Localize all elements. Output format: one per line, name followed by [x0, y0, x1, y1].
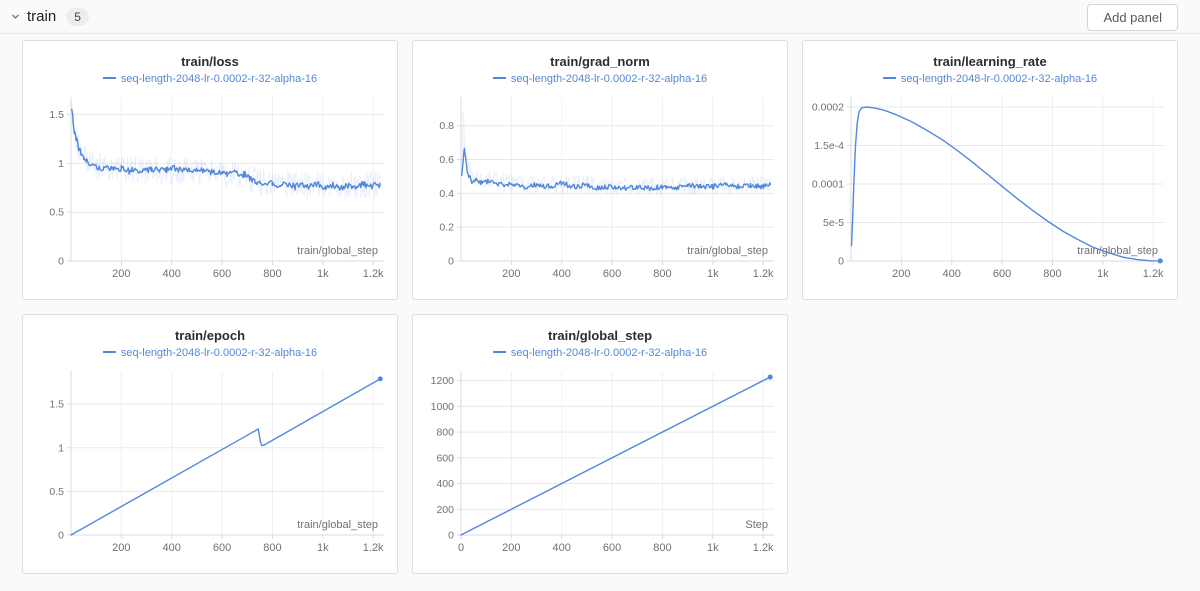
svg-text:0.4: 0.4 [439, 188, 454, 200]
svg-text:400: 400 [943, 268, 961, 280]
svg-text:train/global_step: train/global_step [687, 245, 768, 257]
chart-panel[interactable]: train/loss seq-length-2048-lr-0.0002-r-3… [22, 40, 398, 300]
legend-run-name: seq-length-2048-lr-0.0002-r-32-alpha-16 [120, 347, 318, 359]
line-chart[interactable]: 200 400 600 800 1k 1.2k 0 0.5 1 1.5 train/global_s… [23, 89, 397, 293]
svg-text:800: 800 [263, 542, 281, 554]
svg-text:1k: 1k [1097, 268, 1109, 280]
svg-text:train/global_step: train/global_step [297, 519, 378, 531]
legend-run-name: seq-length-2048-lr-0.0002-r-32-alpha-16 [900, 73, 1098, 85]
svg-text:600: 600 [603, 542, 621, 554]
svg-text:200: 200 [112, 542, 130, 554]
svg-text:400: 400 [163, 542, 181, 554]
svg-text:200: 200 [892, 268, 910, 280]
svg-text:400: 400 [163, 268, 181, 280]
svg-text:600: 600 [213, 268, 231, 280]
svg-text:5e-5: 5e-5 [823, 217, 844, 229]
svg-text:1000: 1000 [431, 401, 455, 413]
chart-title: train/loss [181, 54, 239, 69]
chart-panel[interactable]: train/learning_rate seq-length-2048-lr-0… [802, 40, 1178, 300]
chart-panel[interactable]: train/epoch seq-length-2048-lr-0.0002-r-… [22, 314, 398, 574]
line-chart[interactable]: 0 200 400 600 800 1k 1.2k 0 200 400 600 800 1000 1200… [413, 363, 787, 567]
svg-text:400: 400 [436, 478, 454, 490]
chart-legend[interactable]: seq-length-2048-lr-0.0002-r-32-alpha-16 [23, 347, 397, 363]
svg-text:1k: 1k [707, 268, 719, 280]
legend-run-name: seq-length-2048-lr-0.0002-r-32-alpha-16 [510, 347, 708, 359]
svg-text:200: 200 [502, 542, 520, 554]
panel-count-badge: 5 [66, 7, 89, 26]
svg-text:800: 800 [653, 268, 671, 280]
legend-line-icon [102, 77, 116, 80]
chart-panel[interactable]: train/grad_norm seq-length-2048-lr-0.000… [412, 40, 788, 300]
line-chart[interactable]: 200 400 600 800 1k 1.2k 0 0.2 0.4 0.6 0.8 train/glo… [413, 89, 787, 293]
chart-title: train/epoch [174, 328, 246, 343]
svg-text:0: 0 [58, 530, 64, 542]
svg-text:600: 600 [436, 452, 454, 464]
svg-text:0.8: 0.8 [439, 120, 454, 132]
svg-text:0.6: 0.6 [439, 154, 454, 166]
legend-line-icon [492, 351, 506, 354]
svg-text:1.5: 1.5 [49, 109, 64, 121]
svg-text:200: 200 [502, 268, 520, 280]
svg-text:1.2k: 1.2k [363, 542, 384, 554]
svg-text:Step: Step [745, 519, 768, 531]
svg-text:0.5: 0.5 [49, 486, 64, 498]
panel-grid: train/loss seq-length-2048-lr-0.0002-r-3… [0, 34, 1200, 574]
svg-text:600: 600 [603, 268, 621, 280]
chart-legend[interactable]: seq-length-2048-lr-0.0002-r-32-alpha-16 [413, 73, 787, 89]
svg-text:600: 600 [213, 542, 231, 554]
svg-text:1k: 1k [707, 542, 719, 554]
svg-text:1k: 1k [317, 542, 329, 554]
svg-text:0: 0 [458, 542, 464, 554]
section-title[interactable]: train [27, 8, 57, 25]
line-chart[interactable]: 200 400 600 800 1k 1.2k 0 0.5 1 1.5 train/global_s… [23, 363, 397, 567]
section-header: train 5 Add panel [0, 0, 1200, 34]
legend-line-icon [492, 77, 506, 80]
svg-text:1.2k: 1.2k [1143, 268, 1164, 280]
svg-text:0.5: 0.5 [49, 207, 64, 219]
svg-text:600: 600 [993, 268, 1011, 280]
svg-text:400: 400 [553, 268, 571, 280]
svg-text:800: 800 [263, 268, 281, 280]
legend-run-name: seq-length-2048-lr-0.0002-r-32-alpha-16 [120, 73, 318, 85]
svg-text:0: 0 [58, 256, 64, 268]
chart-legend[interactable]: seq-length-2048-lr-0.0002-r-32-alpha-16 [23, 73, 397, 89]
svg-text:0.0002: 0.0002 [812, 102, 844, 114]
svg-text:1.2k: 1.2k [753, 542, 774, 554]
svg-text:800: 800 [653, 542, 671, 554]
svg-text:1.5e-4: 1.5e-4 [814, 140, 844, 152]
svg-text:1: 1 [58, 442, 64, 454]
svg-text:0: 0 [838, 256, 844, 268]
svg-text:0: 0 [448, 256, 454, 268]
svg-text:400: 400 [553, 542, 571, 554]
legend-run-name: seq-length-2048-lr-0.0002-r-32-alpha-16 [510, 73, 708, 85]
svg-text:800: 800 [1043, 268, 1061, 280]
svg-text:0.2: 0.2 [439, 222, 454, 234]
chart-title: train/learning_rate [933, 54, 1047, 69]
chart-title: train/global_step [547, 328, 653, 343]
svg-text:0: 0 [448, 530, 454, 542]
svg-text:1.2k: 1.2k [753, 268, 774, 280]
svg-text:1.5: 1.5 [49, 399, 64, 411]
svg-text:1: 1 [58, 158, 64, 170]
svg-text:1.2k: 1.2k [363, 268, 384, 280]
legend-line-icon [882, 77, 896, 80]
line-chart[interactable]: 200 400 600 800 1k 1.2k 0 5e-5 0.0001 1.5e-4 0.000… [803, 89, 1177, 293]
add-panel-button[interactable]: Add panel [1087, 4, 1178, 31]
chart-legend[interactable]: seq-length-2048-lr-0.0002-r-32-alpha-16 [803, 73, 1177, 89]
svg-text:1200: 1200 [431, 375, 455, 387]
legend-line-icon [102, 351, 116, 354]
svg-text:train/global_step: train/global_step [297, 245, 378, 257]
svg-text:0.0001: 0.0001 [812, 179, 844, 191]
chart-title: train/grad_norm [550, 54, 650, 69]
svg-text:1k: 1k [317, 268, 329, 280]
svg-text:200: 200 [436, 504, 454, 516]
svg-text:800: 800 [436, 427, 454, 439]
chart-panel[interactable]: train/global_step seq-length-2048-lr-0.0… [412, 314, 788, 574]
svg-text:200: 200 [112, 268, 130, 280]
chart-legend[interactable]: seq-length-2048-lr-0.0002-r-32-alpha-16 [413, 347, 787, 363]
chevron-down-icon[interactable] [10, 11, 21, 22]
svg-text:train/global_step: train/global_step [1077, 245, 1158, 257]
